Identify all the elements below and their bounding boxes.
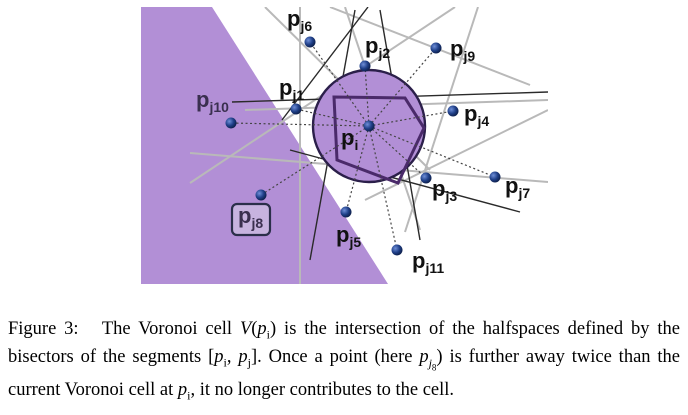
label-pj11: pj11 [412, 248, 444, 276]
label-pi-sub: i [354, 137, 358, 153]
excluded-halfspace [141, 7, 388, 284]
point-pj5 [340, 206, 352, 218]
point-pj6 [304, 36, 316, 48]
point-pj8 [255, 189, 267, 201]
caption-label: Figure 3: [8, 319, 79, 339]
label-pj5: pj5 [336, 222, 361, 250]
figure-caption: Figure 3: The Voronoi cell V(pi) is the … [8, 319, 680, 403]
point-pj11 [391, 244, 403, 256]
voronoi-figure: pi pj1 pj2 pj6 pj9 pj4 pj3 pj7 pj5 pj11 … [141, 6, 548, 284]
label-pj9: pj9 [450, 36, 475, 64]
point-pi [363, 120, 375, 132]
label-pj4: pj4 [464, 101, 489, 129]
point-pj3 [420, 172, 432, 184]
label-pj6: pj6 [287, 6, 312, 34]
point-pj4 [447, 105, 459, 117]
pj8-highlight-box [230, 202, 272, 237]
label-pj3: pj3 [432, 176, 457, 204]
label-pi: pi [341, 125, 358, 153]
point-pj9 [430, 42, 442, 54]
point-pj1 [290, 103, 302, 115]
neighbor-segments [230, 41, 496, 251]
label-pj2: pj2 [365, 33, 390, 61]
point-pj7 [489, 171, 501, 183]
point-labels: pi pj1 pj2 pj6 pj9 pj4 pj3 pj7 pj5 pj11 … [196, 6, 530, 276]
label-pj7: pj7 [505, 173, 530, 201]
point-pj2 [359, 60, 371, 72]
points [225, 36, 501, 256]
point-pj10 [225, 117, 237, 129]
